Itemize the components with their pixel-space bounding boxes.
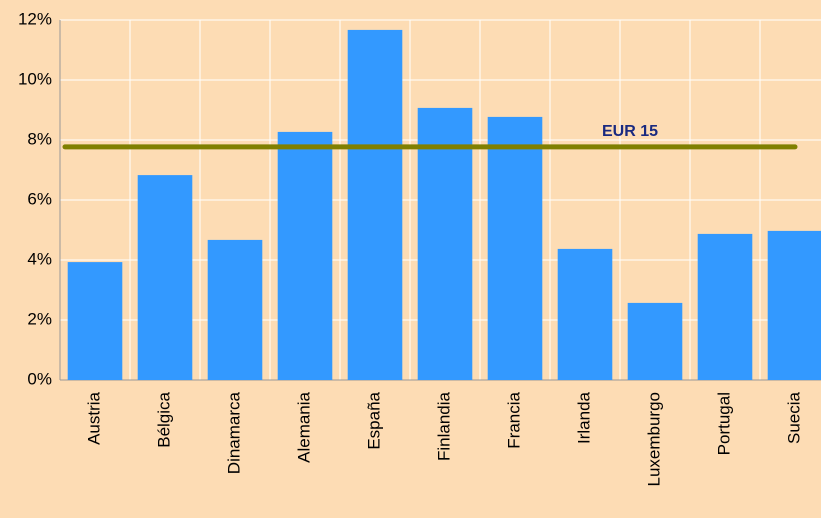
bar [67, 262, 123, 380]
x-tick-label: Luxemburgo [644, 392, 663, 487]
bar [137, 175, 193, 380]
x-tick-label: Suecia [784, 391, 803, 444]
bar [767, 230, 821, 380]
bar [347, 29, 403, 381]
y-tick-label: 0% [27, 369, 52, 388]
bar [207, 239, 263, 380]
x-tick-label: España [364, 391, 383, 449]
x-tick-label: Irlanda [574, 391, 593, 444]
y-tick-label: 6% [27, 189, 52, 208]
x-tick-label: Austria [84, 391, 103, 444]
bar [277, 131, 333, 380]
x-tick-label: Finlandia [434, 391, 453, 461]
y-tick-label: 12% [18, 9, 52, 28]
x-tick-label: Dinamarca [224, 391, 243, 474]
bar [627, 302, 683, 380]
y-tick-label: 10% [18, 69, 52, 88]
x-tick-label: Francia [504, 391, 523, 448]
bar [557, 248, 613, 380]
bar [487, 116, 543, 381]
y-tick-label: 2% [27, 309, 52, 328]
reference-label: EUR 15 [602, 123, 658, 140]
y-tick-label: 4% [27, 249, 52, 268]
x-tick-label: Bélgica [154, 391, 173, 447]
bar [417, 107, 473, 381]
x-tick-label: Alemania [294, 391, 313, 462]
bar [697, 233, 753, 380]
x-tick-label: Portugal [714, 392, 733, 455]
y-tick-label: 8% [27, 129, 52, 148]
